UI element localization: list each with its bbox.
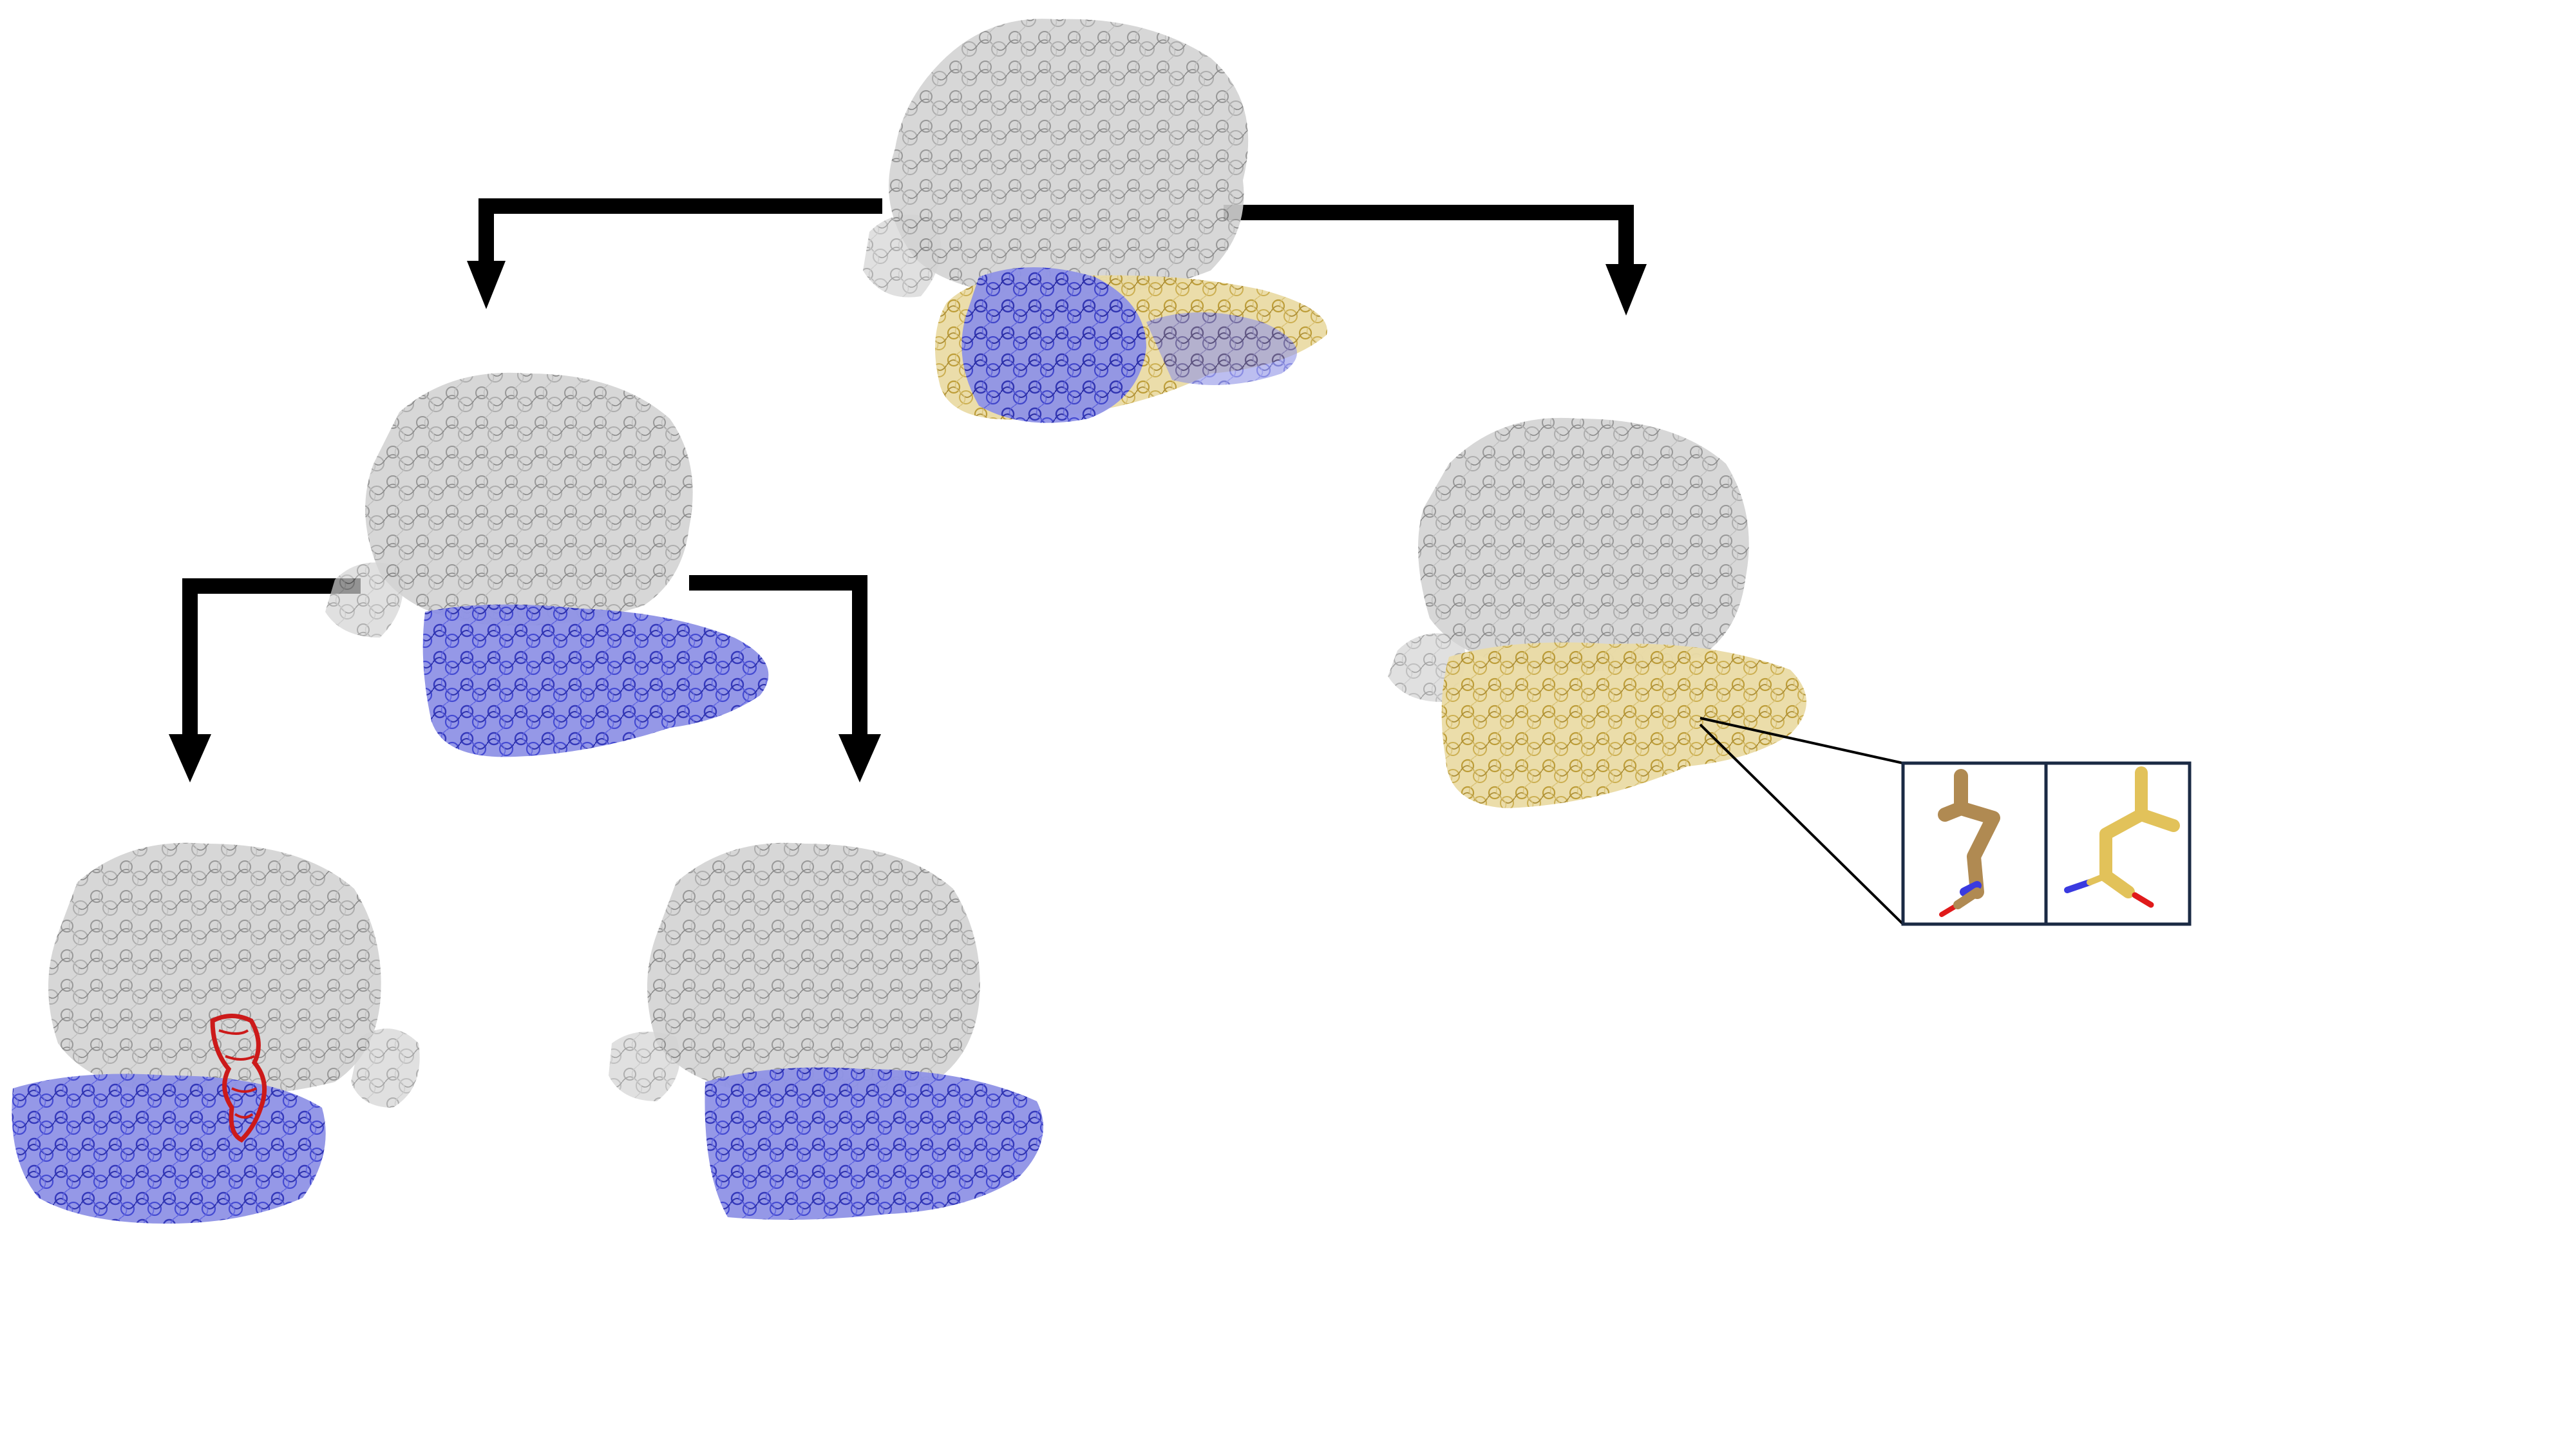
arrow-left-child-to-grandchild-a [169, 578, 361, 782]
ribosome-right-child [1388, 417, 1806, 808]
ribosome-left-child [325, 372, 769, 757]
small-subunit-gold [1441, 642, 1806, 808]
nitrogen-atom [2064, 879, 2093, 893]
small-subunit-blue [422, 604, 769, 757]
arrow-left-child-to-grandchild-b [689, 575, 881, 782]
inset-connector-lines [1699, 717, 1904, 925]
large-subunit [889, 19, 1249, 296]
large-subunit [365, 372, 693, 626]
small-subunit-blue [961, 267, 1146, 423]
large-subunit [1418, 417, 1749, 672]
small-subunit-blue [705, 1067, 1043, 1220]
inset-panel-conformation-b [2064, 766, 2180, 908]
arrow-root-to-left-child [467, 198, 882, 309]
ribosome-root [863, 19, 1327, 423]
large-subunit [647, 842, 980, 1097]
inset-panel-conformation-a [1938, 769, 2000, 917]
large-subunit [48, 842, 381, 1097]
ribosome-left-grandchild-b [609, 842, 1043, 1220]
ribosome-left-grandchild-a [12, 842, 420, 1224]
trna [210, 1014, 267, 1143]
nitrogen-atom [1960, 881, 1982, 896]
small-subunit-blue [12, 1074, 326, 1224]
inset-zoom [1901, 761, 2192, 926]
oxygen-atom [2132, 892, 2154, 908]
arrow-root-to-right-child [1224, 205, 1647, 316]
